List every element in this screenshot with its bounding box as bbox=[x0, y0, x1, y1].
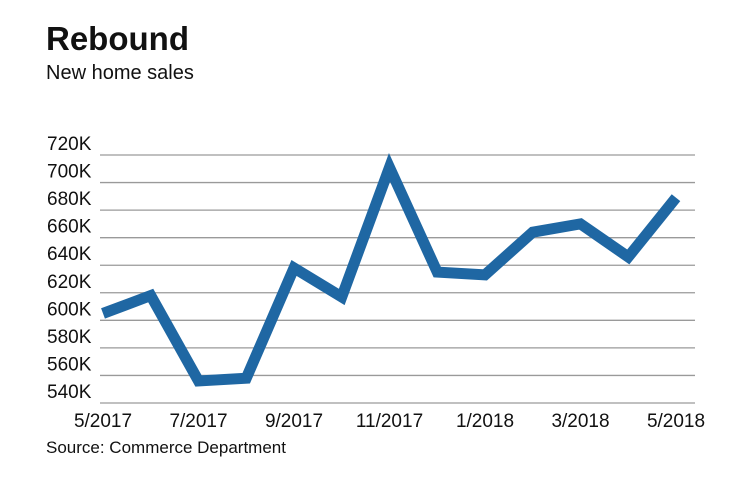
source-note: Source: Commerce Department bbox=[46, 438, 286, 457]
x-tick-label: 3/2018 bbox=[551, 411, 609, 432]
y-tick-label: 540K bbox=[47, 382, 92, 403]
y-tick-label: 640K bbox=[47, 244, 92, 265]
y-tick-label: 700K bbox=[47, 162, 92, 183]
x-tick-label: 9/2017 bbox=[265, 411, 323, 432]
x-tick-label: 7/2017 bbox=[169, 411, 227, 432]
x-tick-label: 5/2018 bbox=[647, 411, 705, 432]
chart-title: Rebound bbox=[46, 20, 189, 57]
y-tick-label: 620K bbox=[47, 272, 92, 293]
y-tick-label: 600K bbox=[47, 299, 92, 320]
x-tick-label: 1/2018 bbox=[456, 411, 514, 432]
y-tick-label: 680K bbox=[47, 189, 92, 210]
chart-subtitle: New home sales bbox=[46, 62, 194, 84]
series-line bbox=[101, 152, 681, 387]
y-tick-label: 560K bbox=[47, 354, 92, 375]
y-tick-label: 660K bbox=[47, 217, 92, 238]
x-tick-label: 11/2017 bbox=[356, 411, 423, 432]
x-tick-label: 5/2017 bbox=[74, 411, 132, 432]
y-tick-label: 720K bbox=[47, 134, 92, 155]
y-tick-label: 580K bbox=[47, 327, 92, 348]
